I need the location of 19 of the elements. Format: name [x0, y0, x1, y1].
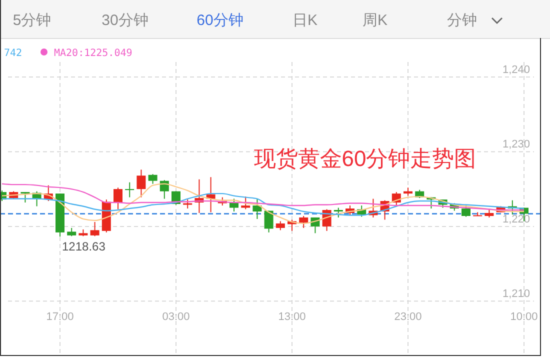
- text: 5分钟: [12, 12, 52, 29]
- text: 日K: [292, 12, 318, 29]
- text: 742: [4, 48, 22, 59]
- text: 60分钟: [196, 12, 244, 29]
- y-tick-label: 1,210: [502, 288, 530, 300]
- y-tick-label: 1,230: [502, 138, 530, 151]
- annotation: 1218.63: [62, 240, 106, 254]
- y-tick-label: 1,240: [502, 64, 530, 76]
- x-tick-label: 23:00: [394, 311, 422, 323]
- text: 现货黄金60分钟走势图: [254, 146, 476, 171]
- x-tick-label: 17:00: [46, 311, 74, 323]
- text: 周K: [362, 12, 388, 29]
- x-tick-label: 10:00: [510, 311, 538, 323]
- text: 分钟: [447, 12, 477, 29]
- x-tick-label: 03:00: [162, 311, 190, 323]
- y-tick-label: 1,220: [502, 213, 530, 226]
- text: 30分钟: [102, 12, 148, 29]
- x-tick-label: 13:00: [278, 311, 306, 323]
- legend-label: MA20:1225.049: [54, 48, 132, 59]
